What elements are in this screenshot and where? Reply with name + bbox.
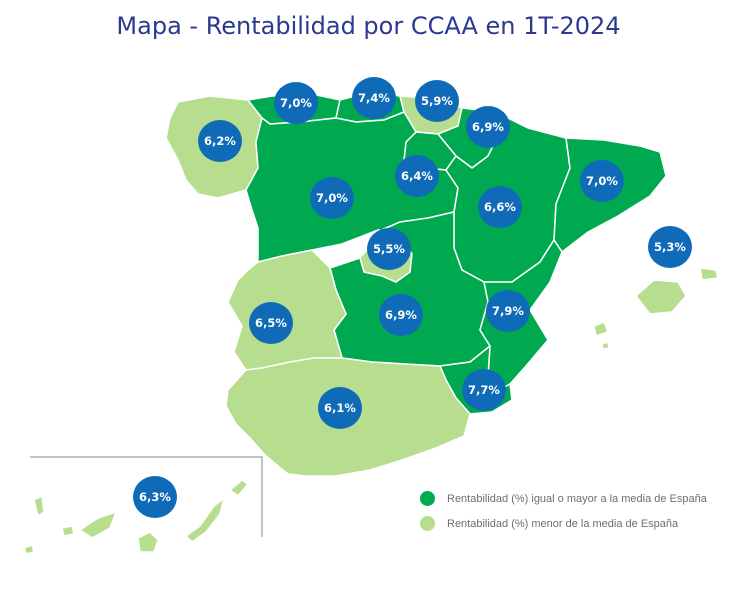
region-baleares-ibiza[interactable] [593, 321, 609, 337]
value-bubble-circle [462, 369, 506, 411]
region-canarias-hierro[interactable] [23, 544, 35, 555]
region-canarias-tenerife[interactable] [79, 511, 117, 539]
value-bubble-circle [466, 106, 510, 148]
value-bubble-label: 7,0% [280, 96, 312, 110]
value-bubble-label: 6,3% [139, 490, 171, 504]
legend-above-label: Rentabilidad (%) igual o mayor a la medi… [447, 492, 707, 505]
value-bubble: 5,3% [648, 226, 692, 268]
value-bubble-circle [310, 177, 354, 219]
map-title: Mapa - Rentabilidad por CCAA en 1T-2024 [116, 12, 621, 40]
value-bubble-label: 6,9% [472, 120, 504, 134]
value-bubble-label: 7,4% [358, 91, 390, 105]
value-bubble-circle [395, 155, 439, 197]
value-bubble-label: 7,0% [586, 174, 618, 188]
value-bubble-circle [415, 80, 459, 122]
legend-below-label: Rentabilidad (%) menor de la media de Es… [447, 517, 679, 530]
value-bubble: 6,9% [466, 106, 510, 148]
value-bubble: 6,4% [395, 155, 439, 197]
value-bubble: 6,5% [249, 302, 293, 344]
legend-below: Rentabilidad (%) menor de la media de Es… [420, 516, 678, 531]
region-canarias-lanzarote[interactable] [229, 479, 249, 497]
value-bubble-label: 6,9% [385, 308, 417, 322]
value-bubble-label: 5,3% [654, 240, 686, 254]
value-bubble: 7,0% [310, 177, 354, 219]
value-bubble-label: 6,1% [324, 401, 356, 415]
value-bubble-circle [249, 302, 293, 344]
value-bubble: 6,9% [379, 294, 423, 336]
region-canarias-gran-canaria[interactable] [137, 531, 159, 553]
value-bubble-circle [478, 186, 522, 228]
value-bubble-label: 7,0% [316, 191, 348, 205]
value-bubble-circle [318, 387, 362, 429]
value-bubble: 5,5% [367, 228, 411, 270]
value-bubble-circle [486, 290, 530, 332]
value-bubble: 7,0% [580, 160, 624, 202]
value-bubble: 6,3% [133, 476, 177, 518]
legend-above-swatch [420, 491, 435, 506]
region-baleares-mallorca[interactable] [635, 279, 687, 315]
value-bubble: 6,2% [198, 120, 242, 162]
value-bubble-label: 6,5% [255, 316, 287, 330]
canarias-inset-frame [30, 456, 263, 537]
legend-above: Rentabilidad (%) igual o mayor a la medi… [420, 491, 707, 506]
value-bubble: 7,4% [352, 77, 396, 119]
region-canarias-fuerteventura[interactable] [185, 497, 225, 543]
value-bubble-label: 6,4% [401, 169, 433, 183]
region-baleares-formentera[interactable] [601, 341, 610, 350]
value-bubble-label: 5,5% [373, 242, 405, 256]
value-bubble-label: 7,9% [492, 304, 524, 318]
legend-below-swatch [420, 516, 435, 531]
value-bubble: 7,7% [462, 369, 506, 411]
value-bubble-circle [379, 294, 423, 336]
value-bubble: 5,9% [415, 80, 459, 122]
value-bubble: 7,0% [274, 82, 318, 124]
value-bubble-circle [133, 476, 177, 518]
value-bubble-circle [580, 160, 624, 202]
value-bubble-circle [274, 82, 318, 124]
value-bubble-circle [198, 120, 242, 162]
value-bubble: 6,1% [318, 387, 362, 429]
value-bubble-circle [367, 228, 411, 270]
value-bubble: 7,9% [486, 290, 530, 332]
value-bubble-circle [352, 77, 396, 119]
region-canarias-gomera[interactable] [61, 525, 75, 537]
value-bubble-label: 6,2% [204, 134, 236, 148]
value-bubble-circle [648, 226, 692, 268]
value-bubbles: 6,2% 7,0% 7,4% 5,9% 6,9% 7,0% 6,4% 7,0% 6,6% 5,5%… [133, 77, 692, 518]
region-baleares-menorca[interactable] [699, 267, 719, 281]
value-bubble-label: 7,7% [468, 383, 500, 397]
value-bubble-label: 5,9% [421, 94, 453, 108]
region-canarias-la-palma[interactable] [33, 495, 45, 517]
value-bubble: 6,6% [478, 186, 522, 228]
value-bubble-label: 6,6% [484, 200, 516, 214]
